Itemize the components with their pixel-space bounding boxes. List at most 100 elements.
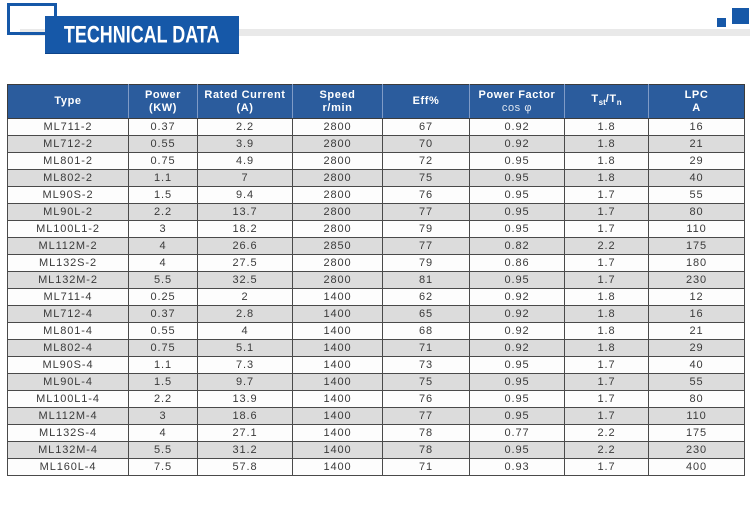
value-cell: 1400 [292,356,383,374]
value-cell: 0.95 [469,390,565,408]
value-cell: 75 [382,169,470,187]
type-cell: ML711-2 [7,118,129,136]
column-header-lpc: LPC A [648,84,745,119]
value-cell: 1400 [292,424,383,442]
value-cell: 230 [648,441,745,459]
column-sublabel: (A) [236,101,254,114]
type-cell: ML112M-4 [7,407,129,425]
value-cell: 1.8 [564,288,649,306]
value-cell: 1400 [292,407,383,425]
value-cell: 26.6 [197,237,293,255]
value-cell: 67 [382,118,470,136]
value-cell: 1400 [292,305,383,323]
decor-square-large [732,8,749,24]
value-cell: 78 [382,424,470,442]
column-label: Type [54,95,82,107]
value-cell: 73 [382,356,470,374]
column-header-speed: Speed r/min [292,84,383,119]
table-row: ML90L-4 1.5 9.7 1400 75 0.95 1.7 55 [7,373,745,391]
value-cell: 77 [382,203,470,221]
table-body: ML711-2 0.37 2.2 2800 67 0.92 1.8 16 ML712-2 0.55… [7,118,745,476]
column-sublabel: (KW) [148,101,178,114]
value-cell: 1.7 [564,407,649,425]
value-cell: 2.2 [128,390,198,408]
value-cell: 71 [382,458,470,476]
table-row: ML90S-4 1.1 7.3 1400 73 0.95 1.7 40 [7,356,745,374]
table-row: ML711-4 0.25 2 1400 62 0.92 1.8 12 [7,288,745,306]
type-cell: ML801-4 [7,322,129,340]
value-cell: 1400 [292,288,383,306]
value-cell: 77 [382,407,470,425]
value-cell: 0.77 [469,424,565,442]
value-cell: 1400 [292,390,383,408]
value-cell: 2.2 [564,424,649,442]
column-label: Speed [319,88,356,101]
value-cell: 3 [128,407,198,425]
value-cell: 0.75 [128,152,198,170]
type-cell: ML90S-4 [7,356,129,374]
value-cell: 5.5 [128,271,198,289]
value-cell: 1.8 [564,118,649,136]
value-cell: 0.55 [128,322,198,340]
value-cell: 4 [128,254,198,272]
value-cell: 2.2 [564,441,649,459]
column-header-type: Type [7,84,129,119]
value-cell: 21 [648,135,745,153]
decor-square-small [717,18,726,27]
type-cell: ML801-2 [7,152,129,170]
value-cell: 7.3 [197,356,293,374]
value-cell: 110 [648,407,745,425]
value-cell: 9.4 [197,186,293,204]
type-cell: ML132M-2 [7,271,129,289]
value-cell: 0.37 [128,118,198,136]
value-cell: 16 [648,118,745,136]
type-cell: ML90L-2 [7,203,129,221]
value-cell: 7.5 [128,458,198,476]
value-cell: 0.37 [128,305,198,323]
value-cell: 0.82 [469,237,565,255]
value-cell: 1.1 [128,356,198,374]
value-cell: 65 [382,305,470,323]
value-cell: 2.2 [197,118,293,136]
value-cell: 13.9 [197,390,293,408]
value-cell: 13.7 [197,203,293,221]
value-cell: 2800 [292,135,383,153]
value-cell: 16 [648,305,745,323]
value-cell: 57.8 [197,458,293,476]
column-header-rated-current: Rated Current (A) [197,84,293,119]
value-cell: 72 [382,152,470,170]
column-label: LPC [684,88,709,101]
value-cell: 32.5 [197,271,293,289]
value-cell: 1.8 [564,305,649,323]
value-cell: 81 [382,271,470,289]
value-cell: 3.9 [197,135,293,153]
type-cell: ML160L-4 [7,458,129,476]
value-cell: 2800 [292,203,383,221]
value-cell: 0.75 [128,339,198,357]
type-cell: ML712-2 [7,135,129,153]
value-cell: 2800 [292,152,383,170]
value-cell: 175 [648,237,745,255]
value-cell: 1.7 [564,254,649,272]
table-row: ML802-4 0.75 5.1 1400 71 0.92 1.8 29 [7,339,745,357]
value-cell: 79 [382,254,470,272]
column-label: Eff% [412,95,440,107]
table-row: ML90S-2 1.5 9.4 2800 76 0.95 1.7 55 [7,186,745,204]
value-cell: 76 [382,390,470,408]
value-cell: 70 [382,135,470,153]
value-cell: 79 [382,220,470,238]
value-cell: 0.95 [469,356,565,374]
table-row: ML90L-2 2.2 13.7 2800 77 0.95 1.7 80 [7,203,745,221]
table-row: ML132M-2 5.5 32.5 2800 81 0.95 1.7 230 [7,271,745,289]
column-header-tst-tn: Tst/Tn [564,84,649,119]
value-cell: 18.6 [197,407,293,425]
value-cell: 68 [382,322,470,340]
value-cell: 27.5 [197,254,293,272]
value-cell: 5.5 [128,441,198,459]
column-label: Power Factor [478,88,556,101]
type-cell: ML711-4 [7,288,129,306]
value-cell: 80 [648,390,745,408]
type-cell: ML90S-2 [7,186,129,204]
value-cell: 0.55 [128,135,198,153]
value-cell: 18.2 [197,220,293,238]
